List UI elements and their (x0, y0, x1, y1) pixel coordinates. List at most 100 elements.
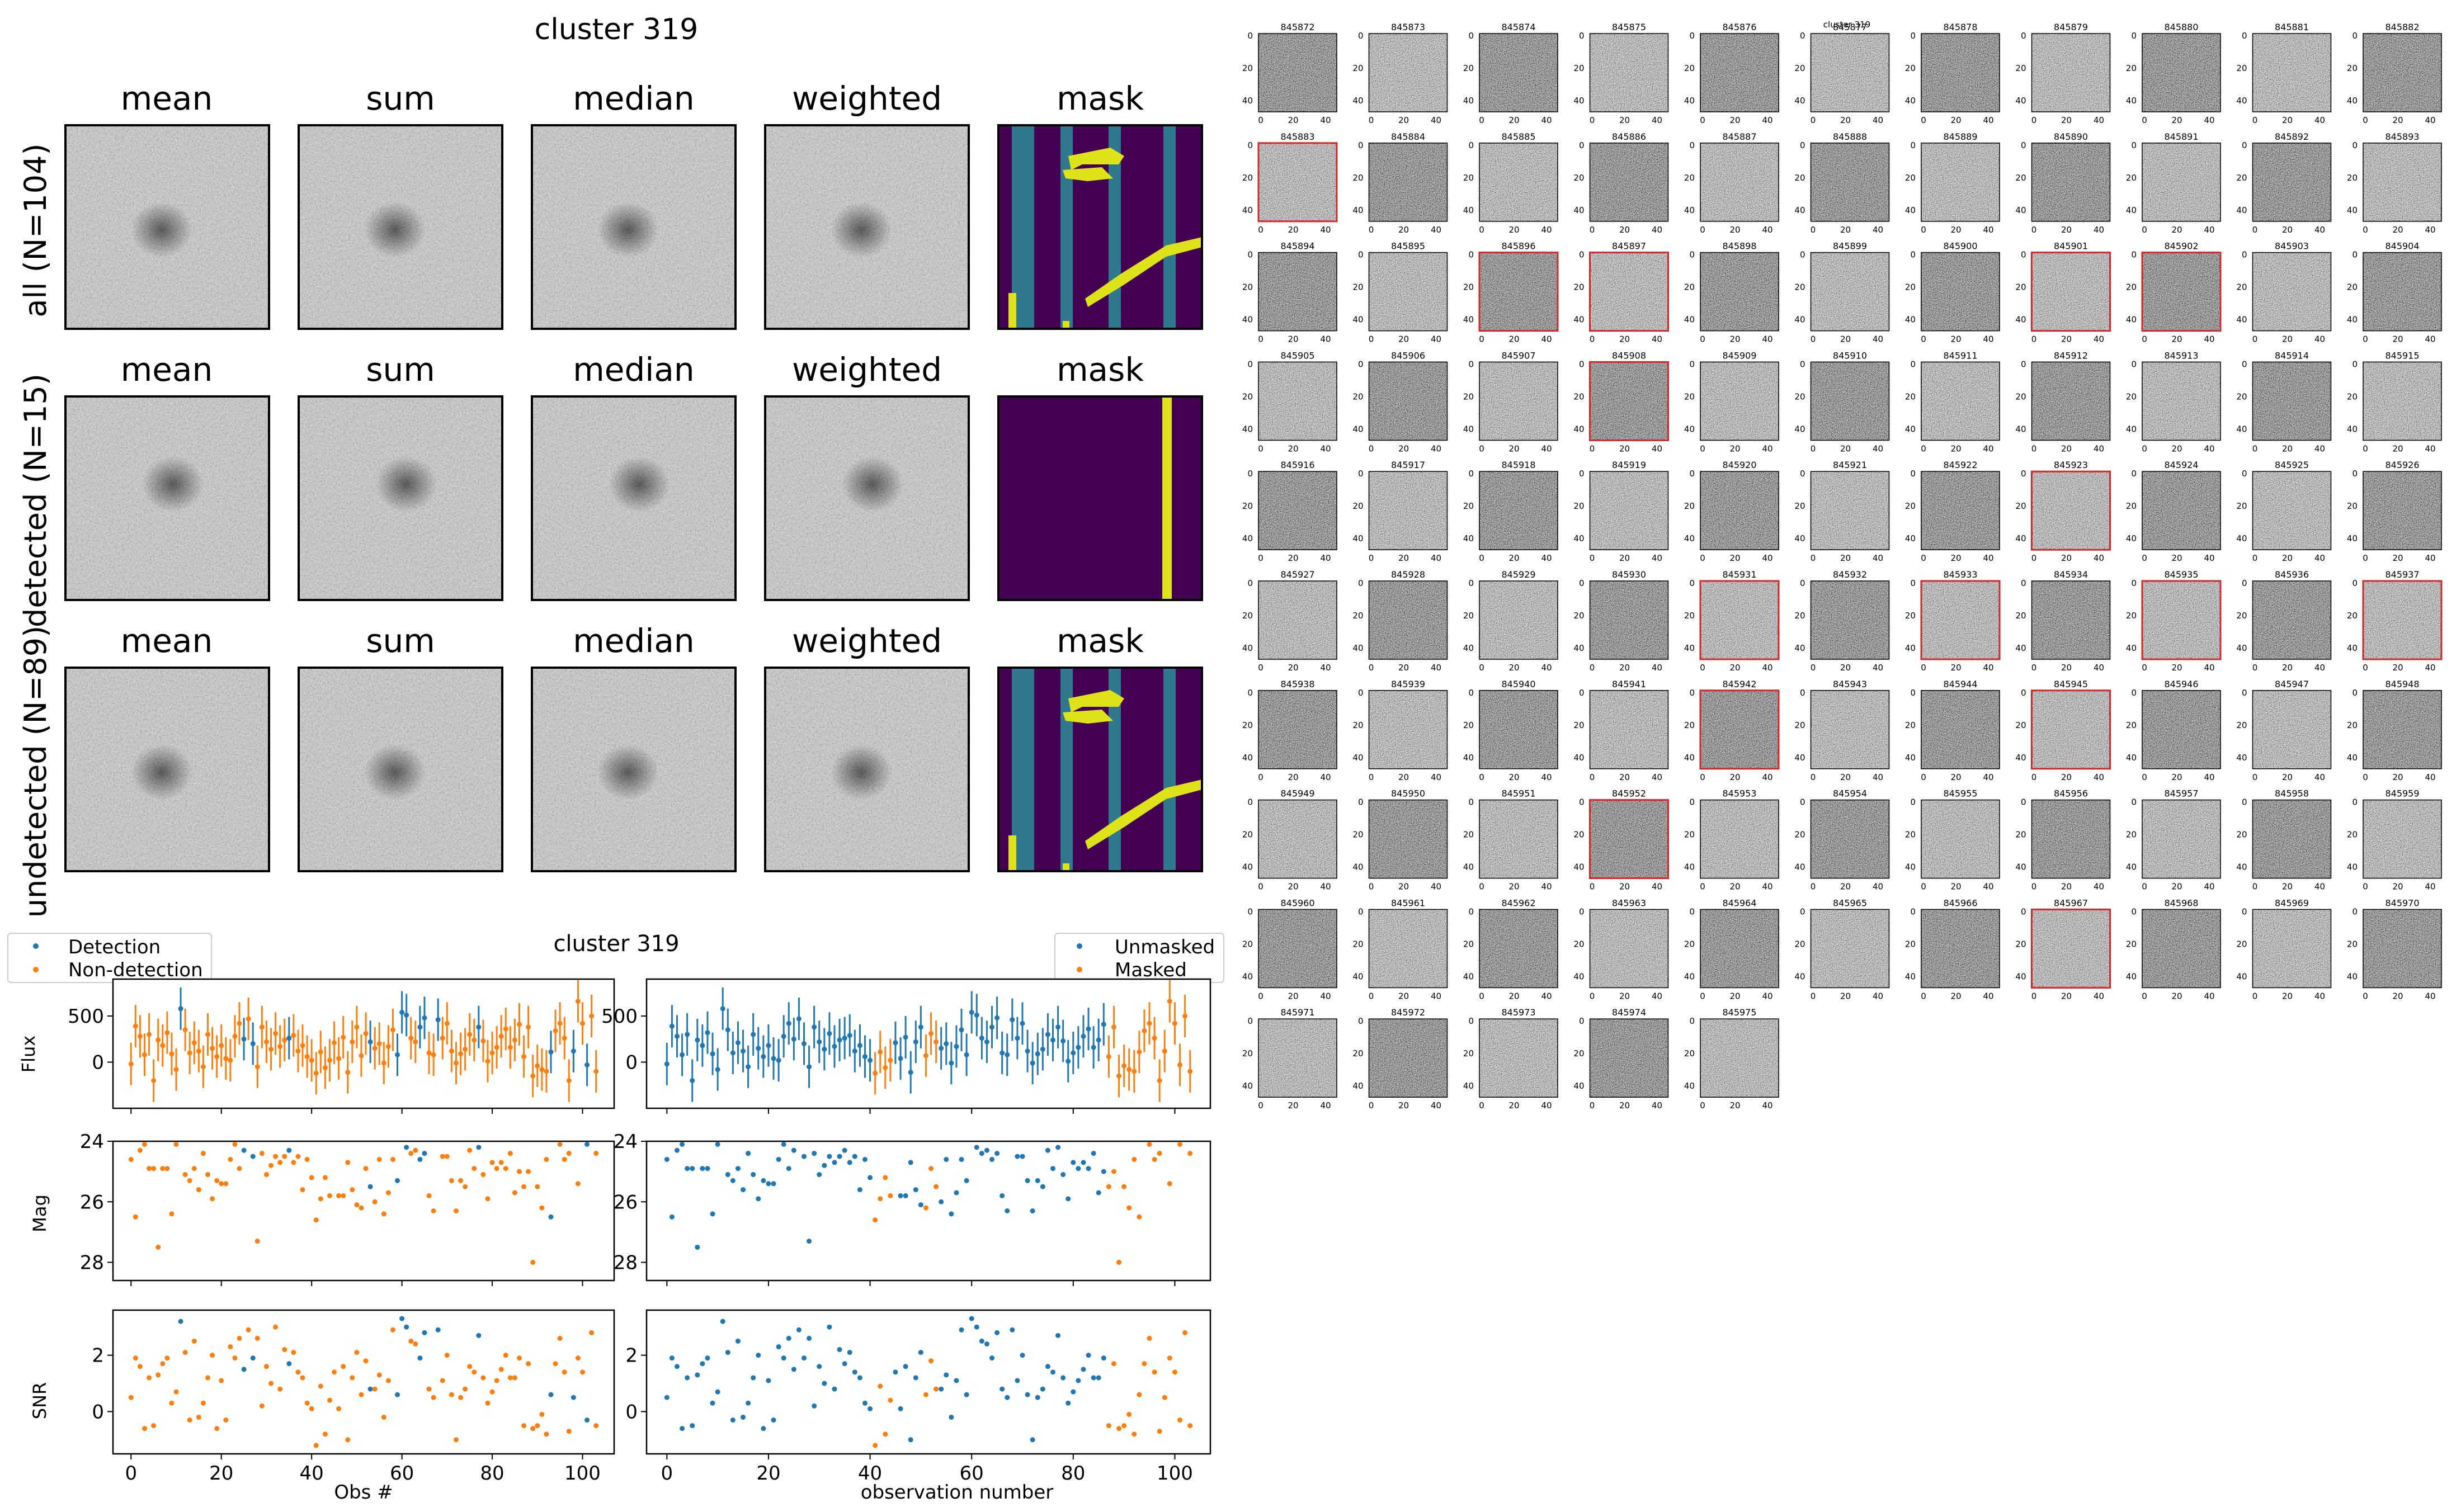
thumbnail-xtick: 20 (2061, 225, 2072, 235)
marker (363, 1358, 369, 1364)
point-snr-99 (575, 1355, 581, 1361)
thumbnail-ytick: 20 (1242, 173, 1253, 183)
thumbnail-xtick: 40 (1873, 334, 1883, 344)
marker (761, 1426, 766, 1431)
thumbnail-ytick: 0 (1358, 797, 1364, 807)
thumbnail-ytick: 20 (1684, 501, 1695, 511)
point-snr-47 (341, 1364, 346, 1369)
point-flux-83 (503, 1008, 508, 1051)
thumbnail-xtick: 20 (1508, 553, 1519, 563)
point-snr-19 (214, 1426, 220, 1431)
thumbnail-ytick: 40 (1242, 1081, 1253, 1091)
thumbnail-xtick: 40 (2314, 663, 2325, 673)
marker (1040, 1046, 1045, 1052)
point-flux-35 (286, 1017, 292, 1060)
marker (751, 1032, 756, 1037)
thumbnail-ytick: 20 (1684, 830, 1695, 840)
marker (273, 1324, 279, 1330)
thumbnail-xtick: 0 (2252, 882, 2258, 892)
thumbnail-xtick: 20 (2282, 991, 2293, 1001)
thumbnail-xtick: 0 (1258, 334, 1263, 344)
point-snr-65 (994, 1330, 1000, 1335)
marker (173, 1389, 179, 1395)
point-snr-71 (449, 1392, 454, 1397)
thumbnail-title: 845884 (1391, 131, 1425, 142)
thumbnail-xtick: 0 (1811, 663, 1816, 673)
point-snr-35 (842, 1361, 847, 1367)
marker (286, 1036, 292, 1041)
point-flux-22 (228, 1039, 233, 1082)
point-flux-53 (934, 1020, 939, 1064)
thumbnail-xtick: 0 (1369, 443, 1374, 453)
thumbnail-xtick: 0 (2363, 663, 2368, 673)
stamp-sum-r1 (298, 395, 503, 601)
marker (562, 1156, 567, 1162)
thumbnail-xtick: 20 (1288, 225, 1298, 235)
thumbnail-ytick: 0 (2021, 469, 2026, 479)
marker (1055, 1145, 1061, 1150)
thumbnail-ytick: 0 (1358, 469, 1364, 479)
stamp-mean-r0 (64, 124, 270, 330)
thumbnail-title: 845911 (1943, 350, 1977, 361)
thumbnail-xtick: 20 (1950, 663, 1961, 673)
thumbnail-xtick: 20 (1619, 334, 1630, 344)
point-flux-23 (232, 1015, 238, 1058)
marker (503, 1166, 508, 1171)
marker (1137, 1214, 1142, 1220)
marker (142, 1426, 148, 1431)
marker (781, 1355, 786, 1361)
marker (690, 1078, 695, 1083)
thumbnail-ytick: 20 (1684, 720, 1695, 730)
thumbnail-ytick: 40 (2236, 643, 2247, 653)
point-mag-43 (883, 1175, 888, 1180)
thumbnail-xtick: 0 (2363, 334, 2368, 344)
marker (847, 1350, 852, 1355)
thumbnail-xtick: 40 (2425, 991, 2435, 1001)
point-mag-5 (690, 1166, 695, 1171)
point-snr-67 (431, 1395, 436, 1400)
marker (761, 1178, 766, 1183)
thumbnail-xtick: 20 (1840, 225, 1851, 235)
thumbnail-xtick: 20 (1840, 115, 1851, 125)
marker (710, 1051, 715, 1057)
point-mag-56 (949, 1211, 954, 1217)
point-flux-101 (584, 1043, 590, 1086)
marker (472, 1166, 477, 1171)
marker (1040, 1386, 1045, 1392)
marker (300, 1043, 305, 1048)
marker (1010, 1327, 1015, 1333)
point-flux-36 (847, 1014, 852, 1057)
marker (989, 1024, 995, 1030)
point-flux-99 (1167, 980, 1172, 1023)
thumbnail-ytick: 20 (2126, 939, 2137, 949)
point-flux-56 (949, 1042, 954, 1085)
point-flux-21 (771, 1037, 776, 1080)
thumbnail-ytick: 20 (2015, 391, 2026, 401)
point-flux-85 (1096, 1018, 1101, 1061)
point-snr-98 (571, 1395, 576, 1400)
marker (878, 1383, 883, 1389)
thumbnail-xtick: 20 (1619, 225, 1630, 235)
thumbnail-xtick: 20 (1840, 553, 1851, 563)
thumbnail-title: 845880 (2164, 22, 2198, 32)
marker (390, 1327, 395, 1333)
marker (974, 1012, 979, 1018)
marker (318, 1383, 323, 1389)
point-snr-3 (142, 1426, 148, 1431)
point-flux-48 (908, 1051, 913, 1094)
col-label-mean-r2: mean (121, 622, 213, 660)
thumbnail-xtick: 20 (1729, 443, 1740, 453)
point-mag-24 (237, 1166, 242, 1171)
stamp-mask-r2 (997, 667, 1203, 872)
marker (984, 1147, 989, 1153)
point-snr-1 (669, 1355, 675, 1361)
marker (273, 1031, 279, 1036)
marker (1126, 1067, 1132, 1072)
point-snr-100 (1172, 1369, 1177, 1375)
thumbnail-xtick: 0 (2252, 334, 2258, 344)
marker (1132, 1431, 1137, 1437)
